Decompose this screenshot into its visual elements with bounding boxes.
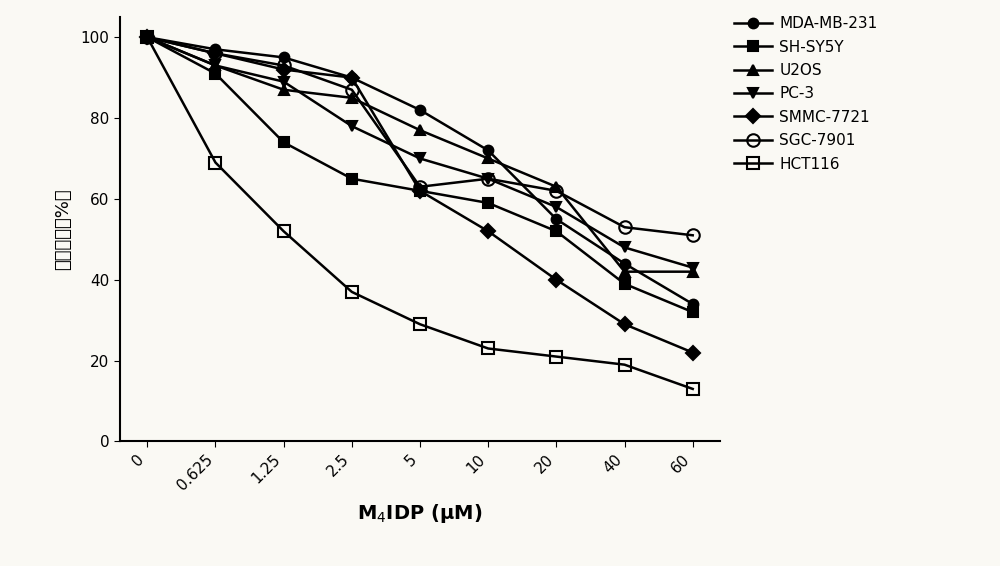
Line: U2OS: U2OS [142,32,698,277]
SH-SY5Y [619,280,631,287]
HCT116 [687,385,699,392]
PC-3 [687,264,699,271]
PC-3 [482,175,494,182]
SH-SY5Y [346,175,358,182]
SMMC-7721 [278,66,290,73]
SGC-7901 [687,232,699,239]
MDA-MB-231 [550,216,562,222]
SH-SY5Y [414,187,426,194]
SH-SY5Y [687,308,699,315]
SGC-7901 [414,183,426,190]
Line: SMMC-7721: SMMC-7721 [142,32,698,357]
PC-3 [278,78,290,85]
HCT116 [141,34,153,41]
X-axis label: M$_4$IDP (μM): M$_4$IDP (μM) [357,501,483,525]
U2OS [619,268,631,275]
U2OS [278,87,290,93]
PC-3 [414,155,426,162]
MDA-MB-231 [619,260,631,267]
SMMC-7721 [619,321,631,328]
SMMC-7721 [414,187,426,194]
SGC-7901 [550,187,562,194]
MDA-MB-231 [414,106,426,113]
U2OS [414,127,426,134]
SH-SY5Y [550,228,562,235]
SMMC-7721 [550,276,562,283]
SGC-7901 [278,62,290,69]
HCT116 [482,345,494,352]
HCT116 [550,353,562,360]
SH-SY5Y [209,70,221,77]
U2OS [482,155,494,162]
HCT116 [278,228,290,235]
U2OS [687,268,699,275]
MDA-MB-231 [278,54,290,61]
Legend: MDA-MB-231, SH-SY5Y, U2OS, PC-3, SMMC-7721, SGC-7901, HCT116: MDA-MB-231, SH-SY5Y, U2OS, PC-3, SMMC-77… [734,16,878,171]
Line: MDA-MB-231: MDA-MB-231 [142,32,698,309]
U2OS [141,34,153,41]
HCT116 [346,289,358,295]
SH-SY5Y [141,34,153,41]
PC-3 [346,123,358,130]
MDA-MB-231 [346,74,358,81]
MDA-MB-231 [482,147,494,154]
SMMC-7721 [687,349,699,356]
HCT116 [209,159,221,166]
Line: PC-3: PC-3 [142,32,698,272]
SMMC-7721 [141,34,153,41]
SMMC-7721 [209,50,221,57]
SH-SY5Y [278,139,290,145]
U2OS [346,95,358,101]
PC-3 [619,244,631,251]
Line: HCT116: HCT116 [142,32,698,395]
SMMC-7721 [346,74,358,81]
MDA-MB-231 [687,301,699,307]
U2OS [550,183,562,190]
MDA-MB-231 [209,46,221,53]
SMMC-7721 [482,228,494,235]
SGC-7901 [141,34,153,41]
SGC-7901 [346,87,358,93]
PC-3 [141,34,153,41]
HCT116 [619,361,631,368]
U2OS [209,62,221,69]
SGC-7901 [482,175,494,182]
SH-SY5Y [482,200,494,207]
HCT116 [414,321,426,328]
Line: SH-SY5Y: SH-SY5Y [142,32,698,317]
MDA-MB-231 [141,34,153,41]
SGC-7901 [619,224,631,230]
SGC-7901 [209,50,221,57]
Y-axis label: 细胞活力（%）: 细胞活力（%） [54,188,72,270]
PC-3 [550,204,562,211]
Line: SGC-7901: SGC-7901 [141,31,699,242]
PC-3 [209,62,221,69]
